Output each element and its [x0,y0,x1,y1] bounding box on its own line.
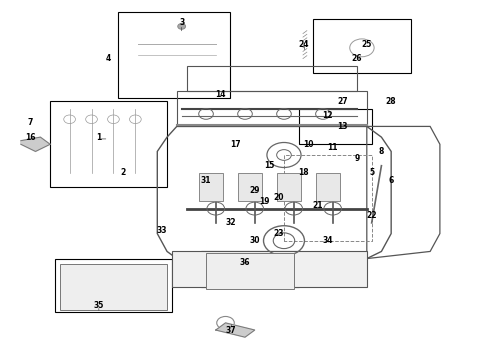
Polygon shape [21,137,50,152]
Text: 14: 14 [216,90,226,99]
Text: 26: 26 [352,54,362,63]
FancyBboxPatch shape [172,251,367,287]
Text: 13: 13 [337,122,348,131]
FancyBboxPatch shape [199,173,223,202]
Text: 21: 21 [313,201,323,210]
Text: 24: 24 [298,40,309,49]
Polygon shape [216,323,255,337]
Text: 27: 27 [337,97,348,106]
Text: 12: 12 [322,111,333,120]
FancyBboxPatch shape [118,12,230,98]
Text: 8: 8 [379,147,384,156]
Text: 32: 32 [225,219,236,228]
FancyBboxPatch shape [201,251,298,287]
Text: 20: 20 [274,193,284,202]
Text: 22: 22 [367,211,377,220]
Text: 2: 2 [121,168,126,177]
Text: 37: 37 [225,325,236,334]
FancyBboxPatch shape [316,173,340,202]
Text: 33: 33 [157,225,168,234]
Text: 35: 35 [94,301,104,310]
Text: 16: 16 [25,132,36,141]
Circle shape [178,23,186,29]
FancyBboxPatch shape [206,253,294,289]
Text: 15: 15 [264,161,274,170]
Text: 6: 6 [389,176,394,185]
Text: 11: 11 [327,143,338,152]
Text: 3: 3 [179,18,184,27]
Text: 19: 19 [259,197,270,206]
FancyBboxPatch shape [238,173,262,202]
Text: 36: 36 [240,258,250,267]
FancyBboxPatch shape [298,109,372,144]
Text: 28: 28 [386,97,396,106]
Text: 34: 34 [322,236,333,245]
Text: 23: 23 [274,229,284,238]
Text: 30: 30 [249,236,260,245]
FancyBboxPatch shape [313,19,411,73]
Text: 29: 29 [249,186,260,195]
Text: 17: 17 [230,140,241,149]
FancyBboxPatch shape [55,258,172,312]
Text: 25: 25 [362,40,372,49]
FancyBboxPatch shape [60,264,167,310]
FancyBboxPatch shape [50,102,167,187]
Text: 1: 1 [96,132,101,141]
Text: 18: 18 [298,168,309,177]
Text: 5: 5 [369,168,374,177]
FancyBboxPatch shape [277,173,301,202]
Text: 10: 10 [303,140,314,149]
Text: 31: 31 [201,176,211,185]
Text: 7: 7 [28,118,33,127]
Text: 9: 9 [354,154,360,163]
Text: 4: 4 [106,54,111,63]
